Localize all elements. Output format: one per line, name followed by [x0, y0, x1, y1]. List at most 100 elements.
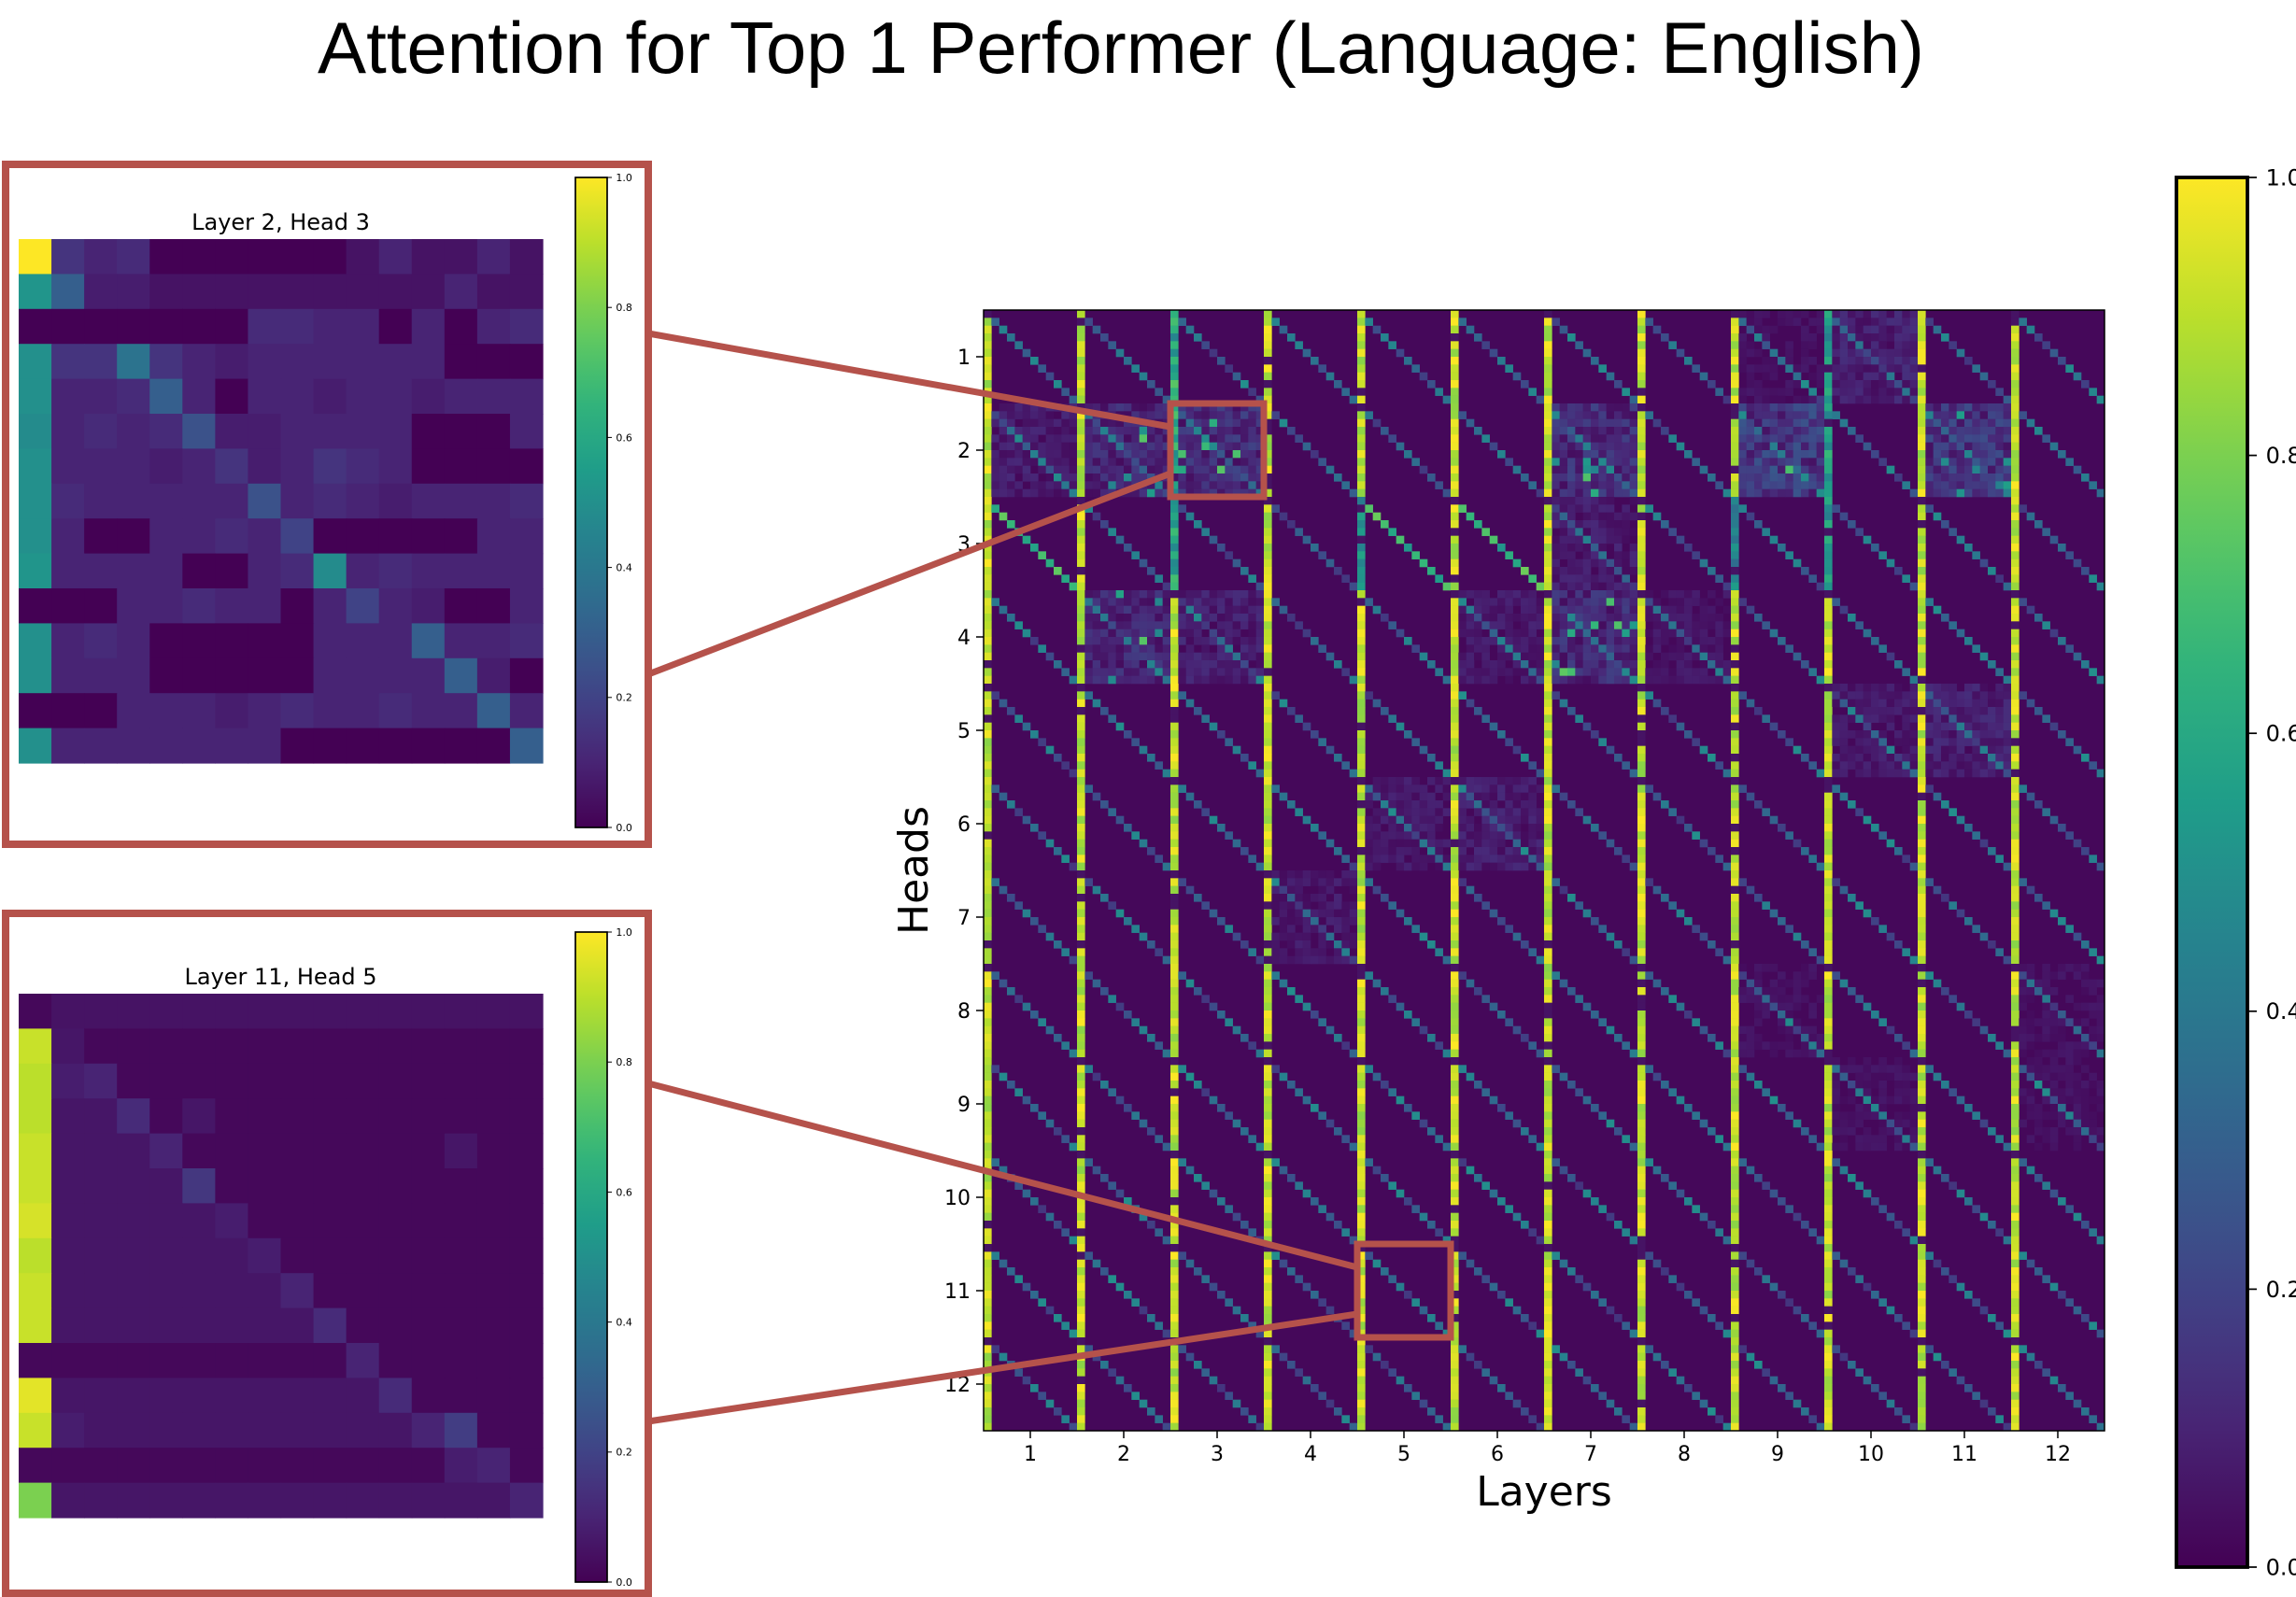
- main-heatmap-cell: [1941, 707, 1949, 715]
- main-heatmap-cell: [1684, 652, 1693, 661]
- main-heatmap-cell: [1559, 427, 1568, 435]
- main-heatmap-cell: [1762, 395, 1770, 404]
- main-heatmap-cell: [1248, 418, 1256, 428]
- main-heatmap-cell: [1559, 652, 1568, 661]
- main-heatmap-cell: [1863, 318, 1872, 326]
- main-heatmap-cell: [1077, 1041, 1085, 1050]
- main-heatmap-cell: [1746, 512, 1755, 521]
- main-heatmap-cell: [1022, 1002, 1031, 1011]
- main-heatmap-cell: [1139, 660, 1148, 669]
- main-heatmap-cell: [1567, 520, 1576, 529]
- main-heatmap-cell: [1918, 784, 1926, 793]
- main-heatmap-cell: [1988, 769, 1996, 778]
- main-heatmap-cell: [2011, 745, 2020, 755]
- main-heatmap-cell: [1988, 714, 1996, 723]
- main-heatmap-cell: [1839, 979, 1849, 988]
- main-heatmap-cell: [1552, 590, 1560, 599]
- main-heatmap-cell: [1731, 551, 1739, 559]
- main-heatmap-cell: [1194, 418, 1202, 428]
- main-heatmap-cell: [1248, 481, 1256, 489]
- main-heatmap-cell: [1217, 434, 1226, 443]
- main-heatmap-cell: [1100, 488, 1109, 498]
- main-heatmap-cell: [1832, 388, 1840, 396]
- main-heatmap-cell: [1544, 808, 1552, 816]
- main-heatmap-cell: [1092, 668, 1101, 676]
- main-heatmap-cell: [1451, 855, 1459, 863]
- main-heatmap-cell: [1038, 465, 1046, 474]
- main-heatmap-cell: [1731, 403, 1739, 412]
- main-heatmap-cell: [1077, 652, 1085, 661]
- main-heatmap-cell: [1357, 497, 1366, 505]
- main-heatmap-cell: [1598, 1018, 1607, 1026]
- main-heatmap-cell: [1170, 684, 1179, 692]
- main-heatmap-cell: [1918, 528, 1926, 536]
- main-heatmap-cell: [1084, 427, 1093, 435]
- main-heatmap-cell: [1762, 388, 1770, 396]
- main-heatmap-cell: [1754, 380, 1763, 389]
- main-heatmap-cell: [1077, 964, 1085, 972]
- inset-layer11-head5-cell: [117, 1448, 150, 1484]
- main-heatmap-cell: [1170, 1002, 1179, 1011]
- main-heatmap-cell: [1451, 395, 1459, 404]
- main-heatmap-cell: [1816, 458, 1825, 466]
- main-heatmap-cell: [1388, 995, 1396, 1003]
- inset-layer11-head5-cell: [182, 1028, 216, 1065]
- main-heatmap-cell: [1746, 403, 1755, 412]
- main-heatmap-cell: [1544, 738, 1552, 746]
- inset-layer11-head5-cell: [378, 1133, 413, 1169]
- inset-layer2-head3-colorbar-tick-label: 0.8: [616, 302, 632, 314]
- main-heatmap-cell: [1225, 831, 1233, 840]
- main-heatmap-cell: [1521, 847, 1529, 855]
- main-heatmap-cell: [1637, 777, 1646, 785]
- main-heatmap-cell: [1014, 621, 1023, 629]
- main-heatmap-cell: [1808, 971, 1817, 980]
- main-heatmap-cell: [1863, 388, 1872, 396]
- main-heatmap-cell: [1115, 668, 1125, 676]
- main-heatmap-cell: [1092, 473, 1101, 482]
- main-heatmap-cell: [1264, 660, 1272, 669]
- main-heatmap-cell: [1824, 535, 1833, 544]
- main-heatmap-cell: [1785, 411, 1793, 419]
- main-heatmap-cell: [1871, 769, 1879, 778]
- main-heatmap-cell: [1886, 761, 1895, 770]
- inset-layer11-head5-cell: [117, 994, 150, 1029]
- main-heatmap-cell: [1139, 637, 1148, 645]
- main-heatmap-cell: [1754, 987, 1763, 996]
- main-heatmap-cell: [1170, 955, 1179, 965]
- main-heatmap-cell: [1357, 380, 1366, 389]
- main-heatmap-cell: [999, 403, 1008, 412]
- main-heatmap-cell: [1411, 738, 1420, 746]
- main-heatmap-cell: [1582, 544, 1592, 552]
- main-heatmap-cell: [1466, 800, 1475, 809]
- main-heatmap-cell: [1918, 621, 1926, 629]
- main-heatmap-cell: [1264, 427, 1272, 435]
- main-heatmap-cell: [1077, 318, 1085, 326]
- main-heatmap-cell: [1832, 380, 1840, 389]
- main-heatmap-cell: [1801, 971, 1809, 980]
- main-heatmap-cell: [1708, 590, 1716, 599]
- inset-layer11-head5-cell: [313, 1307, 347, 1344]
- inset-layer11-head5-cell: [51, 1343, 85, 1378]
- inset-layer2-head3-cell: [215, 274, 249, 310]
- main-heatmap-cell: [1949, 442, 1957, 451]
- main-heatmap-cell: [1155, 590, 1163, 599]
- main-heatmap-cell: [1824, 1018, 1833, 1026]
- main-heatmap-cell: [1255, 629, 1265, 638]
- main-heatmap-cell: [1311, 450, 1319, 459]
- main-heatmap-cell: [2081, 1002, 2090, 1011]
- main-heatmap-cell: [1956, 535, 1965, 544]
- main-heatmap-cell: [1302, 348, 1311, 358]
- main-heatmap-cell: [1909, 769, 1919, 778]
- main-heatmap-cell: [1544, 995, 1552, 1003]
- main-heatmap-cell: [2011, 590, 2020, 599]
- main-heatmap-cell: [1255, 450, 1265, 459]
- main-heatmap-cell: [1334, 473, 1342, 482]
- main-heatmap-cell: [1124, 637, 1132, 645]
- main-heatmap-cell: [1069, 488, 1078, 498]
- main-heatmap-cell: [1466, 815, 1475, 825]
- main-heatmap-cell: [1918, 714, 1926, 723]
- main-heatmap-cell: [1785, 364, 1793, 373]
- main-heatmap-cell: [1201, 473, 1210, 482]
- main-heatmap-cell: [1194, 488, 1202, 498]
- main-heatmap-cell: [1848, 894, 1856, 902]
